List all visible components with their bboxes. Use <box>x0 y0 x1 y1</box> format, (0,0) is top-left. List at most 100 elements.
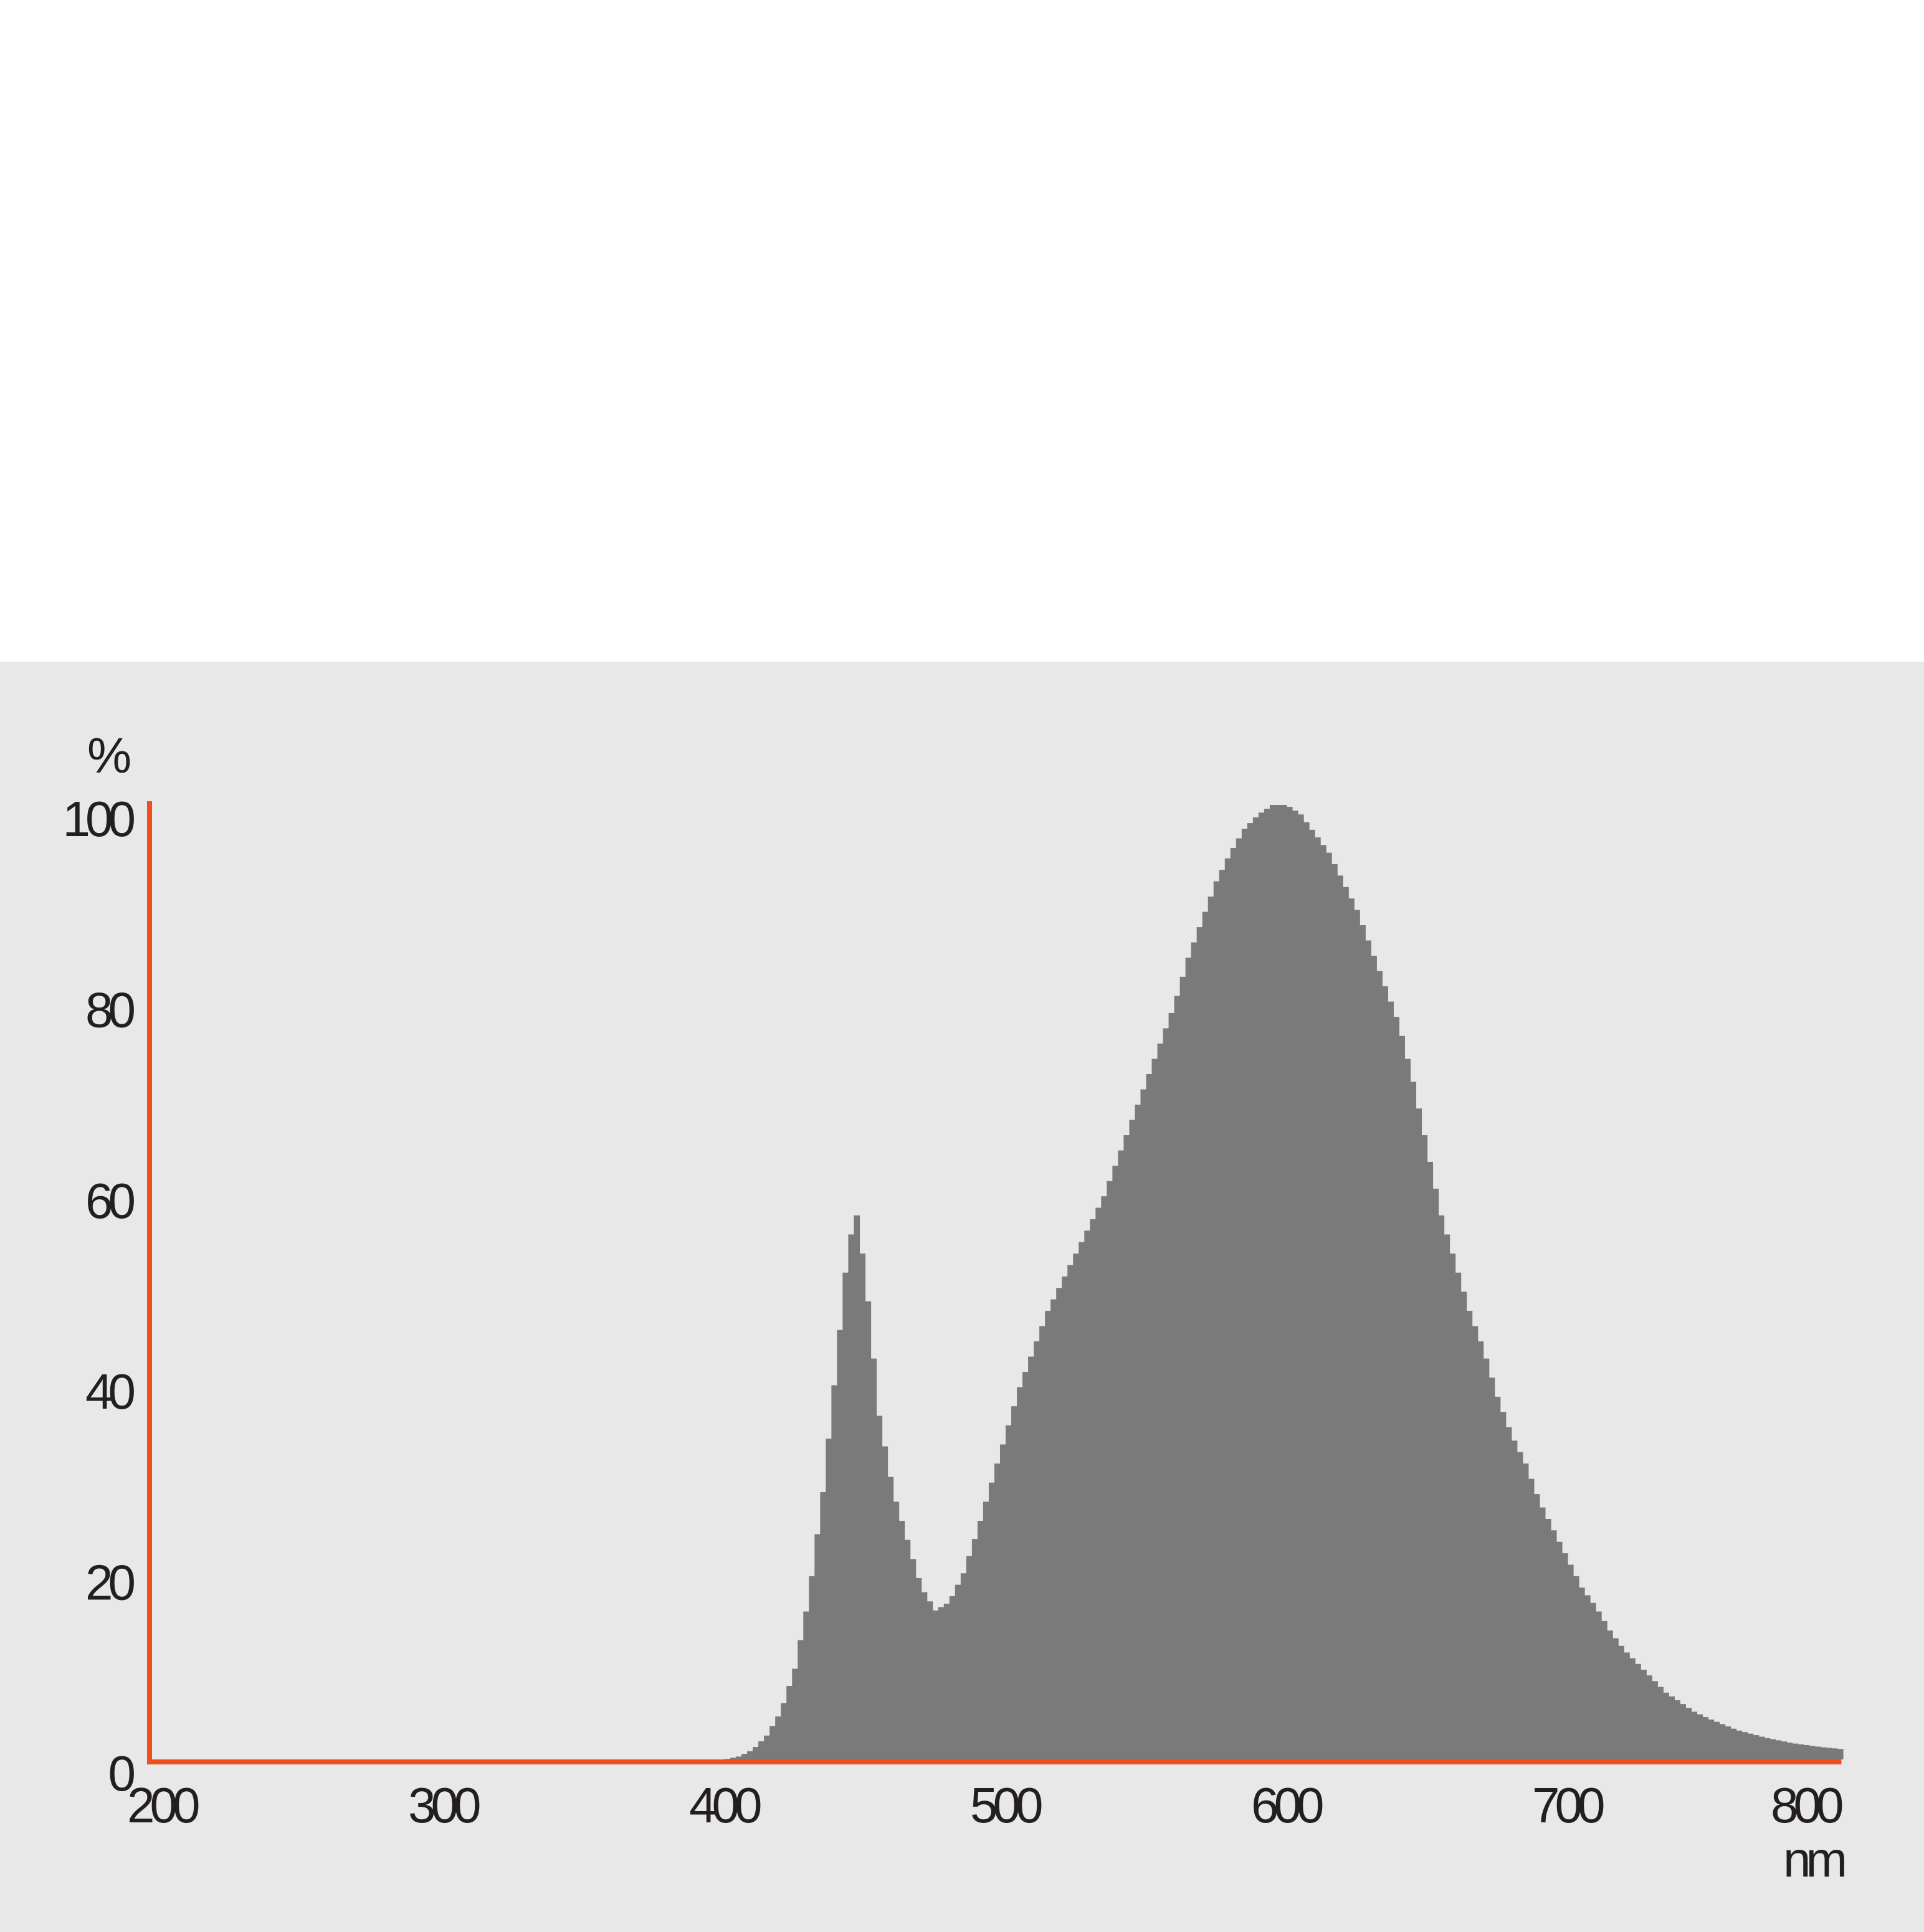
spectrum-bar <box>1466 1310 1473 1759</box>
spectrum-bar <box>1067 1265 1074 1759</box>
spectrum-bar <box>1179 976 1186 1759</box>
spectrum-bar <box>1775 1740 1782 1759</box>
spectrum-bar <box>1151 1059 1158 1759</box>
spectrum-bar <box>1556 1541 1563 1759</box>
spectrum-bar <box>1590 1602 1596 1759</box>
spectrum-bar <box>943 1603 950 1759</box>
x-tick-labels: 200 300 400 500 600 700 800 <box>127 1777 1847 1833</box>
spectrum-bar <box>988 1482 995 1759</box>
spectrum-bar <box>1062 1276 1068 1759</box>
spectrum-bar <box>1202 911 1209 1759</box>
spectrum-bar <box>1230 847 1237 1759</box>
x-tick-label: 200 <box>127 1777 199 1833</box>
y-tick-label: 0 <box>108 1746 135 1801</box>
spectrum-bar <box>1736 1730 1743 1759</box>
spectrum-bar <box>848 1234 855 1759</box>
spectrum-bar <box>1837 1749 1844 1759</box>
spectrum-bar <box>1522 1463 1529 1759</box>
spectrum-bar <box>1185 958 1192 1759</box>
y-tick-label: 40 <box>85 1364 134 1419</box>
y-tick-label: 80 <box>85 982 134 1037</box>
y-tick-labels: 0 20 40 60 80 100 <box>63 791 140 1801</box>
spectrum-bar <box>1539 1507 1546 1759</box>
spectrum-bar <box>758 1741 764 1759</box>
spectrum-bar <box>1163 1028 1169 1759</box>
spectrum-bar <box>1781 1741 1788 1759</box>
spectrum-bar <box>1607 1630 1613 1759</box>
spectrum-bar <box>1719 1724 1726 1759</box>
spectrum-bar <box>1264 809 1270 1759</box>
spectrum-bar <box>854 1215 860 1759</box>
spectrum-bar <box>792 1668 798 1759</box>
spectrum-bar <box>826 1439 832 1759</box>
spectrum-bar <box>1444 1234 1450 1759</box>
spectrum-bar <box>1140 1089 1147 1759</box>
spectrum-bar <box>1168 1012 1175 1759</box>
spectrum-bar <box>1831 1748 1838 1759</box>
spectrum-bar <box>1017 1387 1023 1759</box>
spectrum-bar <box>1039 1326 1045 1759</box>
spectrum-bar <box>1343 887 1349 1759</box>
spectrum-bar <box>1494 1396 1501 1759</box>
spectrum-bar <box>1674 1700 1680 1759</box>
spectrum-bar <box>753 1747 759 1759</box>
spectrum-bar <box>1107 1181 1113 1759</box>
spectrum-bar <box>1769 1739 1776 1759</box>
spectrum-bar <box>1483 1358 1490 1759</box>
spectrum-bar <box>1219 870 1226 1759</box>
spectrum-bar <box>747 1751 753 1759</box>
spectrum-bar <box>1685 1708 1692 1759</box>
spectrum-bar <box>1410 1082 1417 1759</box>
spectrum-bar <box>876 1416 883 1759</box>
x-tick-label: 700 <box>1532 1777 1604 1833</box>
spectrum-bar <box>1786 1743 1793 1759</box>
spectrum-bar <box>1472 1326 1479 1759</box>
spectrum-bar <box>1612 1638 1619 1759</box>
spectrum-bar <box>842 1272 849 1759</box>
spectrum-bar <box>1269 805 1276 1759</box>
spectrum-bar <box>1275 805 1282 1759</box>
spectrum-bar <box>1416 1108 1422 1759</box>
spectrum-bar <box>1280 805 1287 1759</box>
spectrum-bar <box>820 1492 826 1759</box>
spectrum-bar <box>1129 1120 1136 1759</box>
spectrum-bar <box>1146 1074 1153 1759</box>
spectrum-bar <box>1573 1576 1579 1759</box>
spectrum-bar <box>1056 1288 1062 1759</box>
spectrum-bar <box>1118 1150 1125 1759</box>
spectrum-bar <box>1196 927 1203 1759</box>
y-axis-label: % <box>87 728 130 783</box>
spectrum-bar <box>798 1640 804 1759</box>
spectrum-bar <box>837 1330 844 1759</box>
spectrum-bar <box>1191 942 1198 1759</box>
spectrum-bar <box>999 1444 1006 1759</box>
spectrum-bar <box>1388 1001 1394 1759</box>
spectrum-bar <box>1500 1412 1507 1759</box>
spectrum-bar <box>1174 996 1181 1759</box>
x-tick-label: 400 <box>689 1777 761 1833</box>
spectrum-bar <box>1753 1735 1760 1759</box>
spectrum-bar <box>1287 807 1293 1759</box>
x-tick-label: 500 <box>970 1777 1042 1833</box>
spectrum-bar <box>1348 898 1355 1759</box>
spectrum-bar <box>1477 1341 1484 1759</box>
spectrum-bar <box>1505 1427 1512 1759</box>
spectrum-bar <box>1354 910 1360 1759</box>
spectrum-bar <box>1449 1254 1456 1759</box>
spectrum-bar <box>1292 811 1298 1759</box>
spectrum-bar <box>1399 1035 1406 1759</box>
spectrum-bar <box>1376 971 1383 1759</box>
spectrum-bar <box>1404 1059 1411 1759</box>
spectrum-bar <box>1213 881 1220 1759</box>
spectrum-bar <box>1691 1711 1698 1759</box>
spectrum-bars <box>725 805 1844 1759</box>
spectrum-bar <box>1045 1310 1051 1759</box>
spectrum-bar <box>1101 1196 1107 1759</box>
spectrum-bar <box>1764 1738 1771 1759</box>
spectrum-bar <box>1028 1356 1034 1759</box>
spectrum-bar <box>1393 1017 1399 1759</box>
spectrum-bar <box>1809 1746 1816 1759</box>
spectrum-bar <box>1488 1378 1495 1759</box>
spectrum-bar <box>1517 1452 1523 1759</box>
